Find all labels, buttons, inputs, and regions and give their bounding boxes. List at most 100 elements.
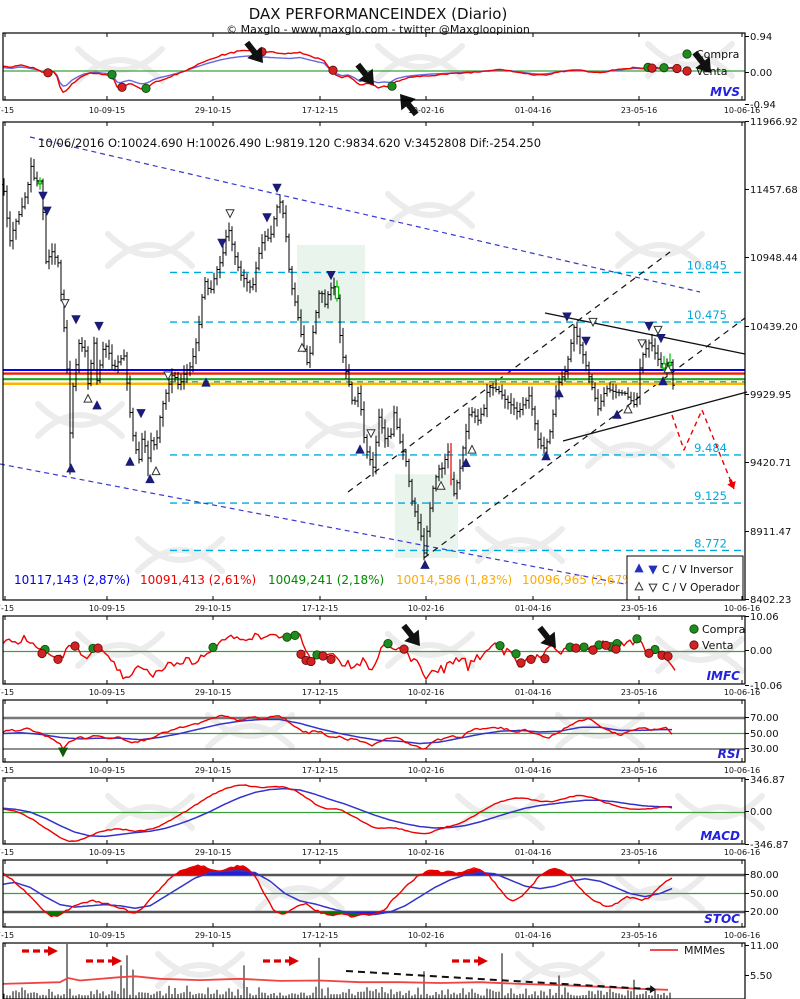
date-axis-label: 7-15 (0, 848, 14, 857)
ma-value: 10117,143 (2,87%) (14, 573, 130, 587)
y-axis-label: 50.00 (750, 889, 779, 900)
date-axis-label: 10-02-16 (408, 106, 444, 115)
y-axis-label: 0.94 (750, 32, 772, 43)
y-axis-label: 80.00 (750, 870, 779, 881)
page-title: DAX PERFORMANCEINDEX (Diario) (249, 5, 508, 23)
imfc-indicator-panel: IMFC Compra Venta (2, 623, 745, 683)
y-axis-label: 0.00 (750, 68, 772, 79)
panel-label-imfc: IMFC (707, 669, 741, 683)
date-axis-label: 10-06-16 (724, 604, 760, 613)
stoc-indicator-panel: STOC (2, 864, 745, 926)
y-axis-label: 0.00 (750, 646, 772, 657)
date-axis-label: 10-02-16 (408, 848, 444, 857)
date-axis-label: 10-09-15 (89, 931, 125, 940)
y-axis-label: 10.06 (750, 612, 779, 623)
macd-indicator-panel: MACD (2, 784, 745, 843)
date-axis-label: 01-04-16 (515, 848, 551, 857)
date-axis-label: 01-04-16 (515, 106, 551, 115)
date-axis-label: 7-15 (0, 931, 14, 940)
main-price-panel: 10.845 10.475 9.484 9.125 8.772 10/06/2016 O:… (0, 136, 748, 601)
date-axis-label: 10-02-16 (408, 688, 444, 697)
main-legend: C / V Inversor C / V Operador (626, 555, 744, 601)
date-axis-label: 17-12-15 (302, 604, 338, 613)
date-axis-label: 29-10-15 (195, 604, 231, 613)
ma-value: 10096,965 (2,67%) (522, 573, 638, 587)
date-axis-label: 7-15 (0, 106, 14, 115)
date-axis-label: 23-05-16 (621, 604, 657, 613)
level-label: 9.484 (694, 441, 727, 455)
date-axis-label: 29-10-15 (195, 931, 231, 940)
date-axis-label: 7-15 (0, 604, 14, 613)
date-axis-label: 29-10-15 (195, 848, 231, 857)
y-axis-label: 0.00 (750, 807, 772, 818)
legend-inversor: C / V Inversor (662, 564, 734, 576)
date-axis-label: 10-06-16 (724, 766, 760, 775)
ma-value: 10049,241 (2,18%) (268, 573, 384, 587)
level-label: 10.845 (687, 258, 727, 272)
legend-operador: C / V Operador (662, 582, 740, 594)
date-axis-label: 01-04-16 (515, 688, 551, 697)
date-axis-label: 10-06-16 (724, 106, 760, 115)
y-axis-label: 9420.71 (750, 458, 791, 469)
panel-label-macd: MACD (700, 829, 740, 843)
y-axis-label: 8402.23 (750, 595, 791, 606)
date-axis-label: 29-10-15 (195, 766, 231, 775)
date-axis-label: 10-02-16 (408, 766, 444, 775)
date-axis-label: 10-06-16 (724, 688, 760, 697)
date-axis-label: 10-06-16 (724, 931, 760, 940)
y-axis-label: 50.00 (750, 729, 779, 740)
y-axis-label: -346.87 (750, 840, 789, 851)
date-axis-label: 10-02-16 (408, 604, 444, 613)
date-axis-label: 17-12-15 (302, 931, 338, 940)
date-axis-label: 10-09-15 (89, 766, 125, 775)
date-axis-label: 10-09-15 (89, 688, 125, 697)
ohlc-readout: 10/06/2016 O:10024.690 H:10026.490 L:981… (38, 136, 541, 150)
y-axis-label: 346.87 (750, 775, 785, 786)
date-axis-label: 7-15 (0, 688, 14, 697)
date-axis-label: 23-05-16 (621, 766, 657, 775)
y-axis-label: 10948.44 (750, 253, 798, 264)
volume-panel: MMMes (2, 944, 725, 999)
legend-compra-mvs: Compra (696, 48, 739, 61)
level-label: 10.475 (687, 308, 727, 322)
level-label: 9.125 (694, 489, 727, 503)
legend-mmmes: MMMes (684, 944, 725, 957)
legend-venta-mvs: Venta (696, 65, 727, 78)
ma-value: 10091,413 (2,61%) (140, 573, 256, 587)
date-axis-label: 17-12-15 (302, 106, 338, 115)
date-axis-label: 23-05-16 (621, 688, 657, 697)
y-axis-label: 30.00 (750, 744, 779, 755)
date-axis-label: 7-15 (0, 766, 14, 775)
ma-value: 10014,586 (1,83%) (396, 573, 512, 587)
date-axis-label: 29-10-15 (195, 688, 231, 697)
date-axis-label: 29-10-15 (195, 106, 231, 115)
rsi-indicator-panel: RSI (2, 714, 745, 761)
panel-label-rsi: RSI (718, 747, 741, 761)
y-axis-label: 10439.20 (750, 322, 798, 333)
date-axis-label: 17-12-15 (302, 766, 338, 775)
legend-venta-imfc: Venta (702, 639, 733, 652)
y-axis-label: 11.00 (750, 941, 779, 952)
y-axis-label: 70.00 (750, 713, 779, 724)
y-axis-label: 5.50 (750, 971, 772, 982)
panel-label-stoc: STOC (704, 912, 740, 926)
mvs-indicator-panel: MVS Compra Venta (2, 40, 745, 117)
axes-and-labels: 7-15 10-09-15 29-10-15 17-12-15 10-02-16 01-0… (0, 32, 798, 999)
date-axis-label: 10-09-15 (89, 106, 125, 115)
date-axis-label: 17-12-15 (302, 848, 338, 857)
legend-compra-imfc: Compra (702, 623, 745, 636)
y-axis-label: 8911.47 (750, 527, 791, 538)
y-axis-label: 11966.92 (750, 117, 798, 128)
watermark-flourishes (35, 41, 765, 989)
date-axis-label: 10-02-16 (408, 931, 444, 940)
date-axis-label: 23-05-16 (621, 106, 657, 115)
date-axis-label: 23-05-16 (621, 848, 657, 857)
y-axis-label: 9929.95 (750, 390, 791, 401)
date-axis-label: 10-09-15 (89, 604, 125, 613)
y-axis-label: -0.94 (750, 100, 776, 111)
date-axis-label: 10-06-16 (724, 848, 760, 857)
date-axis-label: 01-04-16 (515, 931, 551, 940)
date-axis-label: 23-05-16 (621, 931, 657, 940)
